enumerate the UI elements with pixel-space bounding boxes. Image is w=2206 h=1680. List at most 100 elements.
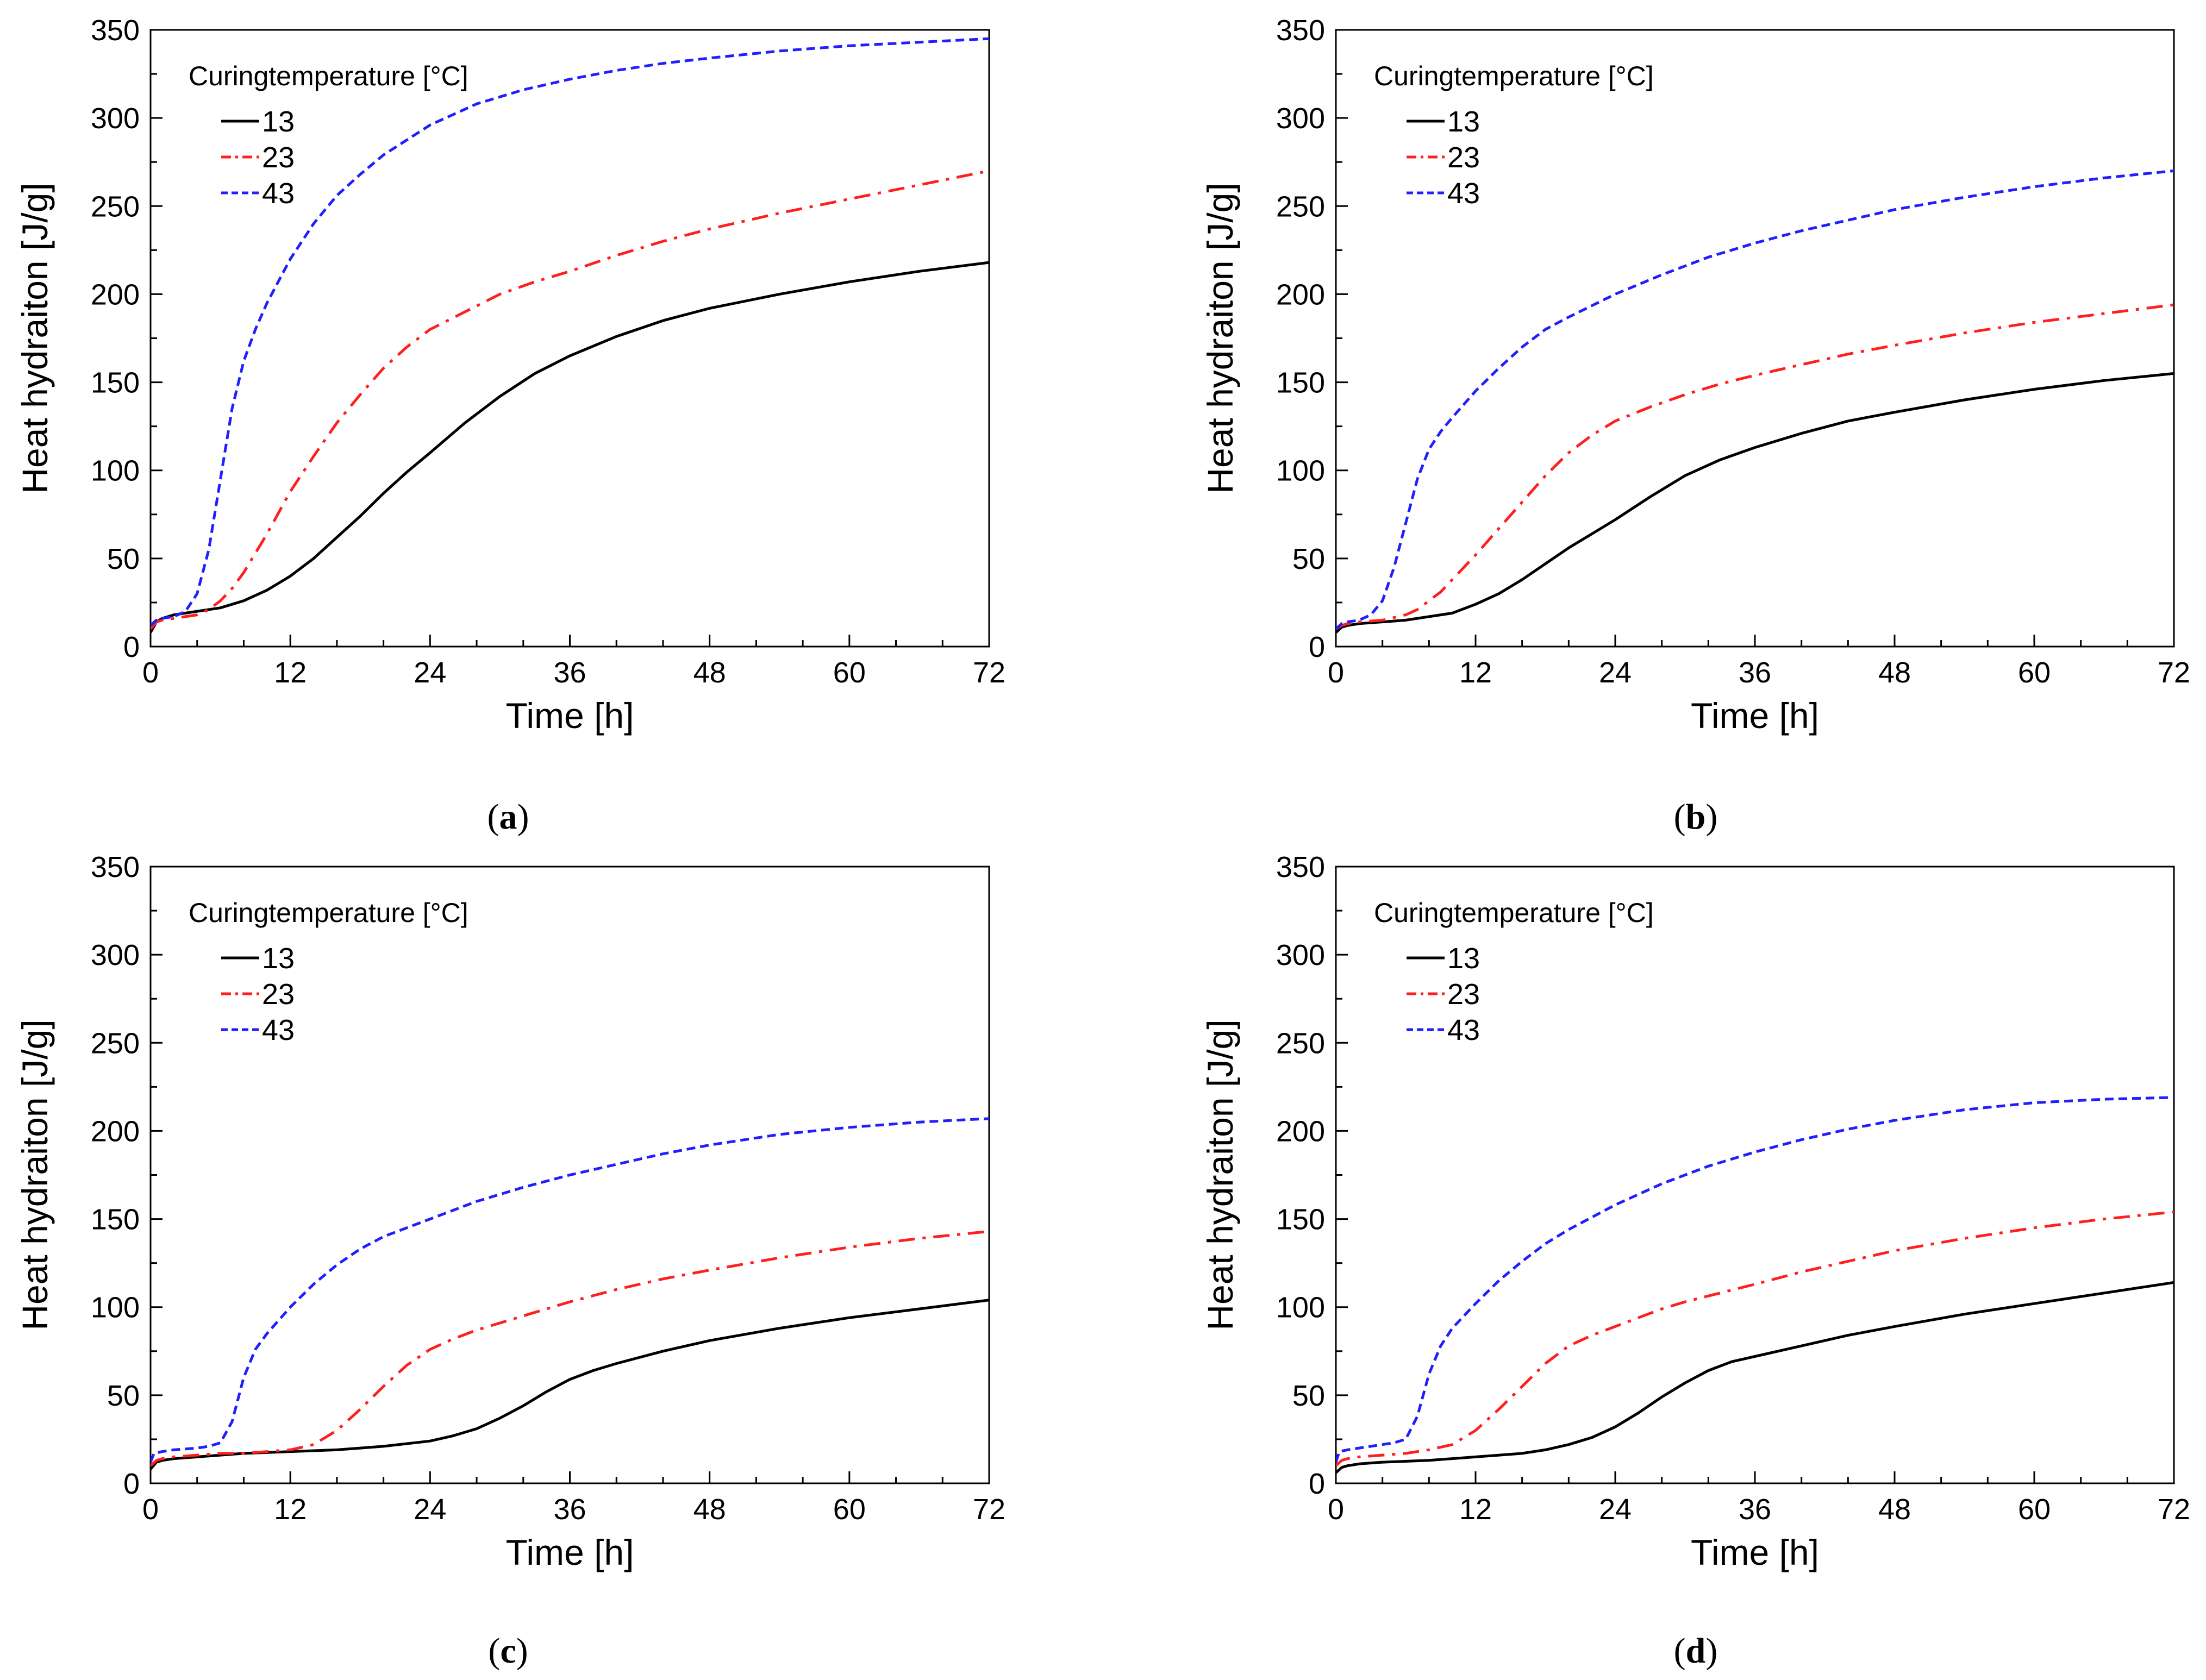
series-line-43-d: [1336, 1096, 2174, 1463]
y-tick-label: 250: [1276, 190, 1325, 223]
x-tick-label: 36: [1739, 1493, 1771, 1526]
panel-caption: (a): [488, 797, 529, 837]
legend-label-43: 43: [1447, 1014, 1480, 1046]
y-tick-label: 150: [91, 367, 140, 399]
legend-label-13: 13: [262, 105, 295, 138]
y-tick-label: 100: [1276, 455, 1325, 487]
y-axis-title: Heat hydraiton [J/g]: [15, 1019, 55, 1330]
y-tick-label: 300: [91, 939, 140, 971]
legend-label-43: 43: [262, 1014, 295, 1046]
legend-label-23: 23: [262, 141, 295, 174]
x-tick-label: 60: [2018, 1493, 2051, 1526]
x-tick-label: 36: [553, 656, 586, 689]
x-tick-label: 24: [414, 656, 446, 689]
y-tick-label: 150: [1276, 1203, 1325, 1236]
x-tick-label: 48: [1878, 1493, 1911, 1526]
legend-label-13: 13: [1447, 105, 1480, 138]
y-tick-label: 50: [1292, 543, 1325, 575]
y-tick-label: 200: [91, 278, 140, 311]
series-line-43-b: [1336, 169, 2174, 630]
legend-title: Curingtemperature [°C]: [189, 898, 468, 928]
x-tick-label: 36: [1739, 656, 1771, 689]
y-tick-label: 50: [107, 1380, 140, 1412]
x-axis-title: Time [h]: [1691, 695, 1819, 736]
x-tick-label: 48: [693, 656, 726, 689]
series-line-23-a: [151, 169, 989, 630]
panel-caption: (c): [488, 1631, 528, 1671]
y-tick-label: 200: [91, 1115, 140, 1148]
x-tick-label: 12: [274, 1493, 307, 1526]
x-tick-label: 0: [1328, 1493, 1344, 1526]
x-tick-label: 24: [414, 1493, 446, 1526]
x-tick-label: 12: [1459, 656, 1492, 689]
x-tick-label: 60: [833, 656, 866, 689]
panel-caption: (b): [1674, 797, 1718, 837]
panel-letter: d: [1686, 1631, 1706, 1671]
y-tick-label: 0: [123, 631, 140, 663]
x-tick-label: 72: [973, 656, 1005, 689]
legend-label-23: 23: [1447, 141, 1480, 174]
y-axis-title: Heat hydraiton [J/g]: [1200, 183, 1240, 493]
legend-label-43: 43: [262, 177, 295, 210]
series-line-43-a: [151, 37, 989, 626]
chart-panel-b: 0 12 24 36 48 60 72 0 50 100 150 200 250 300 350 Time […: [1200, 14, 2190, 837]
y-tick-label: 350: [91, 14, 140, 47]
x-tick-label: 24: [1599, 1493, 1632, 1526]
y-tick-label: 50: [107, 543, 140, 575]
x-tick-label: 12: [274, 656, 307, 689]
x-tick-label: 60: [2018, 656, 2051, 689]
panel-letter: c: [500, 1631, 516, 1671]
chart-panel-a: 0 12 24 36 48 60 72 0 50 100 150 200 250 300 350 Time […: [15, 14, 1005, 837]
y-tick-label: 300: [1276, 939, 1325, 971]
x-axis-title: Time [h]: [506, 695, 634, 736]
panel-caption: (d): [1674, 1631, 1718, 1671]
series-line-13-a: [151, 261, 989, 634]
y-tick-label: 300: [1276, 102, 1325, 135]
legend-title: Curingtemperature [°C]: [1374, 898, 1654, 928]
series-line-23-b: [1336, 303, 2174, 630]
legend-label-23: 23: [262, 978, 295, 1011]
series-line-13-b: [1336, 372, 2174, 634]
x-tick-label: 72: [973, 1493, 1005, 1526]
series-line-13-c: [151, 1299, 989, 1470]
panel-letter: b: [1686, 797, 1706, 837]
y-tick-label: 0: [1309, 1468, 1325, 1500]
y-tick-label: 200: [1276, 1115, 1325, 1148]
x-tick-label: 0: [142, 656, 159, 689]
x-tick-label: 48: [693, 1493, 726, 1526]
y-axis-title: Heat hydraiton [J/g]: [15, 183, 55, 493]
x-tick-label: 24: [1599, 656, 1632, 689]
series-line-23-d: [1336, 1211, 2174, 1467]
series-line-43-c: [151, 1117, 989, 1463]
y-tick-label: 100: [1276, 1292, 1325, 1324]
x-tick-label: 72: [2158, 656, 2190, 689]
y-tick-label: 0: [1309, 631, 1325, 663]
x-tick-label: 0: [142, 1493, 159, 1526]
y-tick-label: 200: [1276, 278, 1325, 311]
y-tick-label: 350: [1276, 851, 1325, 883]
y-tick-label: 250: [91, 190, 140, 223]
x-tick-label: 0: [1328, 656, 1344, 689]
legend-label-23: 23: [1447, 978, 1480, 1011]
panel-letter: a: [499, 797, 517, 837]
y-axis-title: Heat hydraiton [J/g]: [1200, 1019, 1240, 1330]
x-tick-label: 48: [1878, 656, 1911, 689]
legend-title: Curingtemperature [°C]: [189, 61, 468, 91]
y-tick-label: 350: [1276, 14, 1325, 47]
legend-label-43: 43: [1447, 177, 1480, 210]
series-line-13-d: [1336, 1281, 2174, 1474]
series-line-23-c: [151, 1230, 989, 1467]
x-tick-label: 60: [833, 1493, 866, 1526]
chart-panel-d: 0 12 24 36 48 60 72 0 50 100 150 200 250 300 350 Time […: [1200, 851, 2190, 1671]
y-tick-label: 0: [123, 1468, 140, 1500]
y-tick-label: 100: [91, 455, 140, 487]
x-axis-title: Time [h]: [1691, 1532, 1819, 1572]
legend-label-13: 13: [262, 942, 295, 975]
y-tick-label: 150: [91, 1203, 140, 1236]
y-tick-label: 250: [1276, 1027, 1325, 1060]
x-tick-label: 12: [1459, 1493, 1492, 1526]
x-tick-label: 36: [553, 1493, 586, 1526]
x-axis-title: Time [h]: [506, 1532, 634, 1572]
y-tick-label: 350: [91, 851, 140, 883]
